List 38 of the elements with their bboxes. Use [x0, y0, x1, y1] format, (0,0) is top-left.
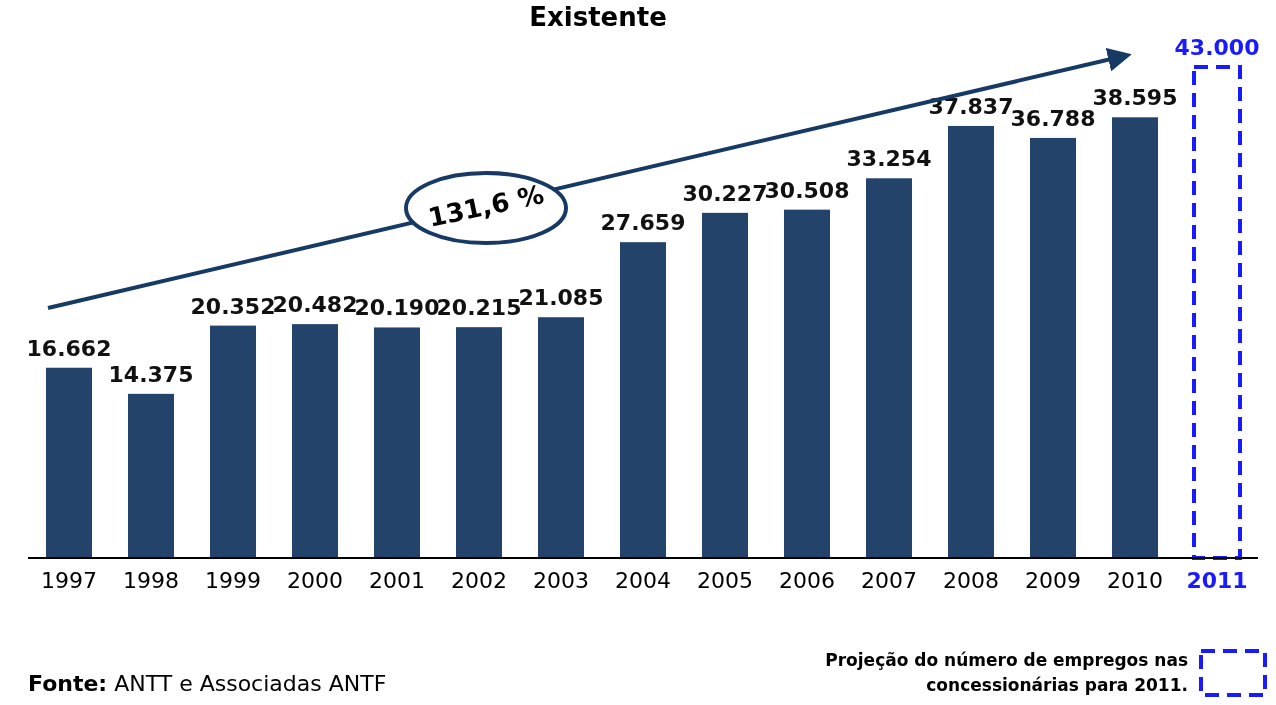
data-label: 16.662: [26, 335, 112, 361]
bar: [292, 324, 338, 558]
x-tick-label: 2005: [697, 568, 753, 593]
x-tick-label: 1998: [123, 568, 179, 593]
x-tick-label: 2007: [861, 568, 917, 593]
bar: [46, 367, 92, 558]
data-label: 14.375: [108, 361, 194, 387]
bar: [948, 125, 994, 558]
x-tick-label: 2006: [779, 568, 835, 593]
x-tick-label: 2000: [287, 568, 343, 593]
x-tick-label: 2008: [943, 568, 999, 593]
bar: [456, 327, 502, 558]
bar: [784, 209, 830, 558]
bar: [374, 327, 420, 558]
x-tick-label: 2003: [533, 568, 589, 593]
x-tick-label: 2004: [615, 568, 671, 593]
source-note: Fonte: ANTT e Associadas ANTF: [28, 671, 387, 696]
data-label: 33.254: [846, 146, 932, 172]
chart-title: Existente: [528, 2, 668, 32]
bar: [1112, 117, 1158, 558]
x-tick-label: 1997: [41, 568, 97, 593]
x-tick-label: 2001: [369, 568, 425, 593]
bar: [538, 317, 584, 558]
x-tick-label: 2002: [451, 568, 507, 593]
bar: [866, 178, 912, 558]
text: Projeção do número de empregos nas concessionárias para 2011.: [825, 649, 1188, 697]
x-tick-label: 2011: [1186, 568, 1248, 593]
bar: [1030, 137, 1076, 558]
annotation: 131,6 %: [424, 178, 548, 235]
bar: [210, 325, 256, 558]
data-label: 27.659: [600, 210, 686, 236]
x-tick-label: 2009: [1025, 568, 1081, 593]
data-label: 43.000: [1174, 35, 1260, 60]
x-tick-label: 1999: [205, 568, 261, 593]
bar: [128, 393, 174, 558]
bar: [620, 242, 666, 558]
bar: [702, 212, 748, 558]
x-tick-label: 2010: [1107, 568, 1163, 593]
